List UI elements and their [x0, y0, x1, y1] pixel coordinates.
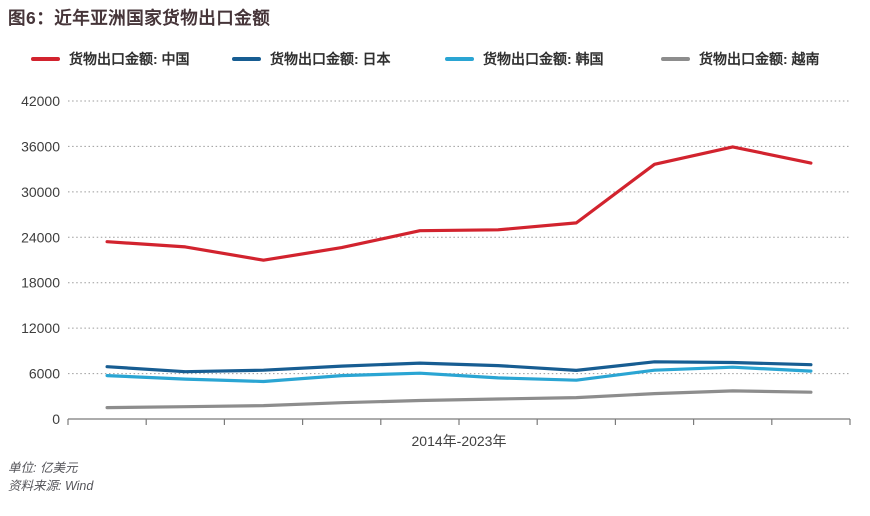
- series-line-japan: [105, 360, 813, 374]
- chart-legend: 货物出口金额: 中国 货物出口金额: 日本 货物出口金额: 韩国 货物出口金额:…: [0, 50, 870, 68]
- chart-title: 图6：近年亚洲国家货物出口金额: [8, 8, 271, 28]
- x-axis-label: 2014年-2023年: [411, 433, 507, 449]
- legend-item-vietnam: 货物出口金额: 越南: [661, 50, 820, 68]
- y-tick-label-30000: 30000: [21, 184, 60, 200]
- legend-line-swatch-korea: [445, 56, 474, 62]
- legend-line-swatch-vietnam: [661, 56, 690, 62]
- legend-item-korea: 货物出口金额: 韩国: [445, 50, 604, 68]
- y-tick-label-6000: 6000: [29, 366, 60, 382]
- y-tick-label-0: 0: [52, 411, 60, 427]
- legend-label-china: 货物出口金额: 中国: [69, 51, 190, 67]
- series-line-china: [105, 145, 813, 262]
- line-chart-plot: 0 6000 12000 18000 24000 30000 36000 42000: [21, 93, 851, 427]
- y-tick-label-24000: 24000: [21, 229, 60, 245]
- series-line-vietnam: [105, 389, 813, 410]
- unit-note: 单位: 亿美元: [8, 461, 78, 475]
- legend-label-vietnam: 货物出口金额: 越南: [699, 51, 820, 67]
- legend-label-korea: 货物出口金额: 韩国: [483, 51, 604, 67]
- y-tick-label-42000: 42000: [21, 93, 60, 109]
- series-line-korea: [105, 365, 813, 384]
- legend-line-swatch-china: [31, 56, 60, 62]
- legend-label-japan: 货物出口金额: 日本: [270, 51, 391, 67]
- source-note: 资料来源: Wind: [8, 479, 94, 493]
- y-tick-label-18000: 18000: [21, 275, 60, 291]
- legend-item-japan: 货物出口金额: 日本: [232, 50, 391, 68]
- legend-item-china: 货物出口金额: 中国: [31, 50, 190, 68]
- legend-line-swatch-japan: [232, 56, 261, 62]
- chart-footer: 单位: 亿美元 资料来源: Wind: [8, 459, 93, 495]
- y-tick-label-36000: 36000: [21, 138, 60, 154]
- y-tick-label-12000: 12000: [21, 320, 60, 336]
